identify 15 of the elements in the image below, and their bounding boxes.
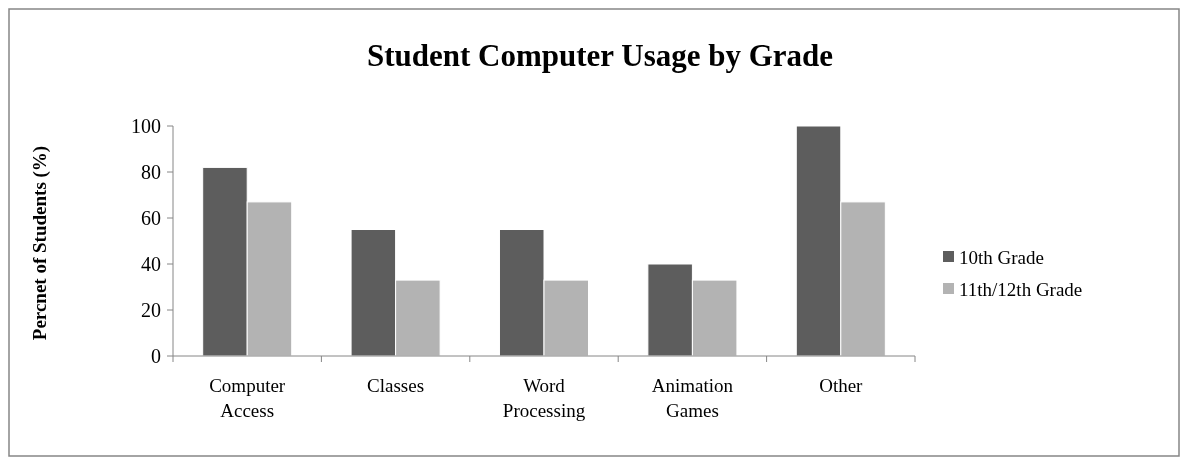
legend-label: 10th Grade	[959, 246, 1044, 268]
y-tick-label: 40	[141, 253, 161, 275]
y-tick-label: 60	[141, 207, 161, 229]
y-tick-label: 20	[141, 299, 161, 321]
x-tick-label: Other	[819, 375, 864, 396]
y-tick-label: 0	[151, 345, 161, 367]
legend-label: 11th/12th Grade	[959, 278, 1083, 300]
x-tick-label: Animation Games	[651, 375, 734, 421]
x-tick-label: Word Processing	[502, 375, 586, 421]
x-tick-label: Classes	[367, 375, 425, 396]
x-tick-label: Computer Access	[209, 375, 286, 421]
y-tick-label: 100	[131, 115, 161, 137]
y-axis-title: Percnet of Students (%)	[29, 145, 51, 341]
chart-title: Student Computer Usage by Grade	[366, 38, 834, 73]
y-tick-label: 80	[141, 161, 161, 183]
